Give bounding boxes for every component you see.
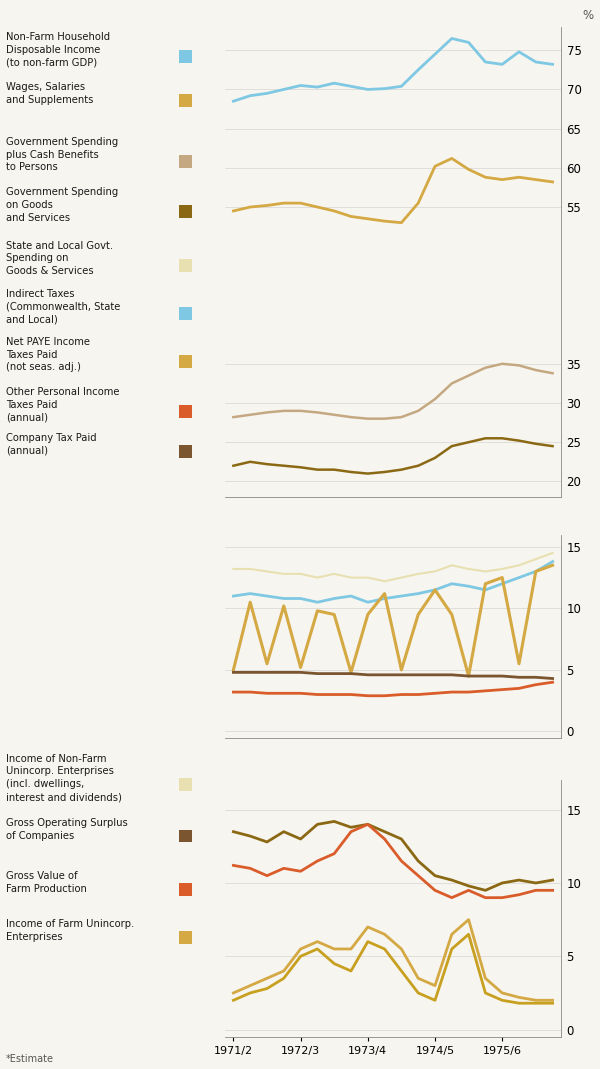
Text: State and Local Govt.
Spending on
Goods & Services: State and Local Govt. Spending on Goods …: [6, 241, 113, 276]
Text: Gross Operating Surplus
of Companies: Gross Operating Surplus of Companies: [6, 818, 128, 840]
Text: Other Personal Income
Taxes Paid
(annual): Other Personal Income Taxes Paid (annual…: [6, 387, 119, 422]
Text: Wages, Salaries
and Supplements: Wages, Salaries and Supplements: [6, 82, 94, 105]
Text: Gross Value of
Farm Production: Gross Value of Farm Production: [6, 871, 87, 894]
Text: Income of Farm Unincorp.
Enterprises: Income of Farm Unincorp. Enterprises: [6, 919, 134, 942]
Text: Company Tax Paid
(annual): Company Tax Paid (annual): [6, 433, 97, 455]
Text: %: %: [583, 9, 593, 22]
Text: Net PAYE Income
Taxes Paid
(not seas. adj.): Net PAYE Income Taxes Paid (not seas. ad…: [6, 337, 90, 372]
Text: Non-Farm Household
Disposable Income
(to non-farm GDP): Non-Farm Household Disposable Income (to…: [6, 32, 110, 67]
Text: Income of Non-Farm
Unincorp. Enterprises
(incl. dwellings,
interest and dividend: Income of Non-Farm Unincorp. Enterprises…: [6, 754, 122, 802]
Text: Government Spending
on Goods
and Services: Government Spending on Goods and Service…: [6, 187, 118, 222]
Text: Government Spending
plus Cash Benefits
to Persons: Government Spending plus Cash Benefits t…: [6, 137, 118, 172]
Text: *Estimate: *Estimate: [6, 1054, 54, 1064]
Text: Indirect Taxes
(Commonwealth, State
and Local): Indirect Taxes (Commonwealth, State and …: [6, 289, 121, 324]
